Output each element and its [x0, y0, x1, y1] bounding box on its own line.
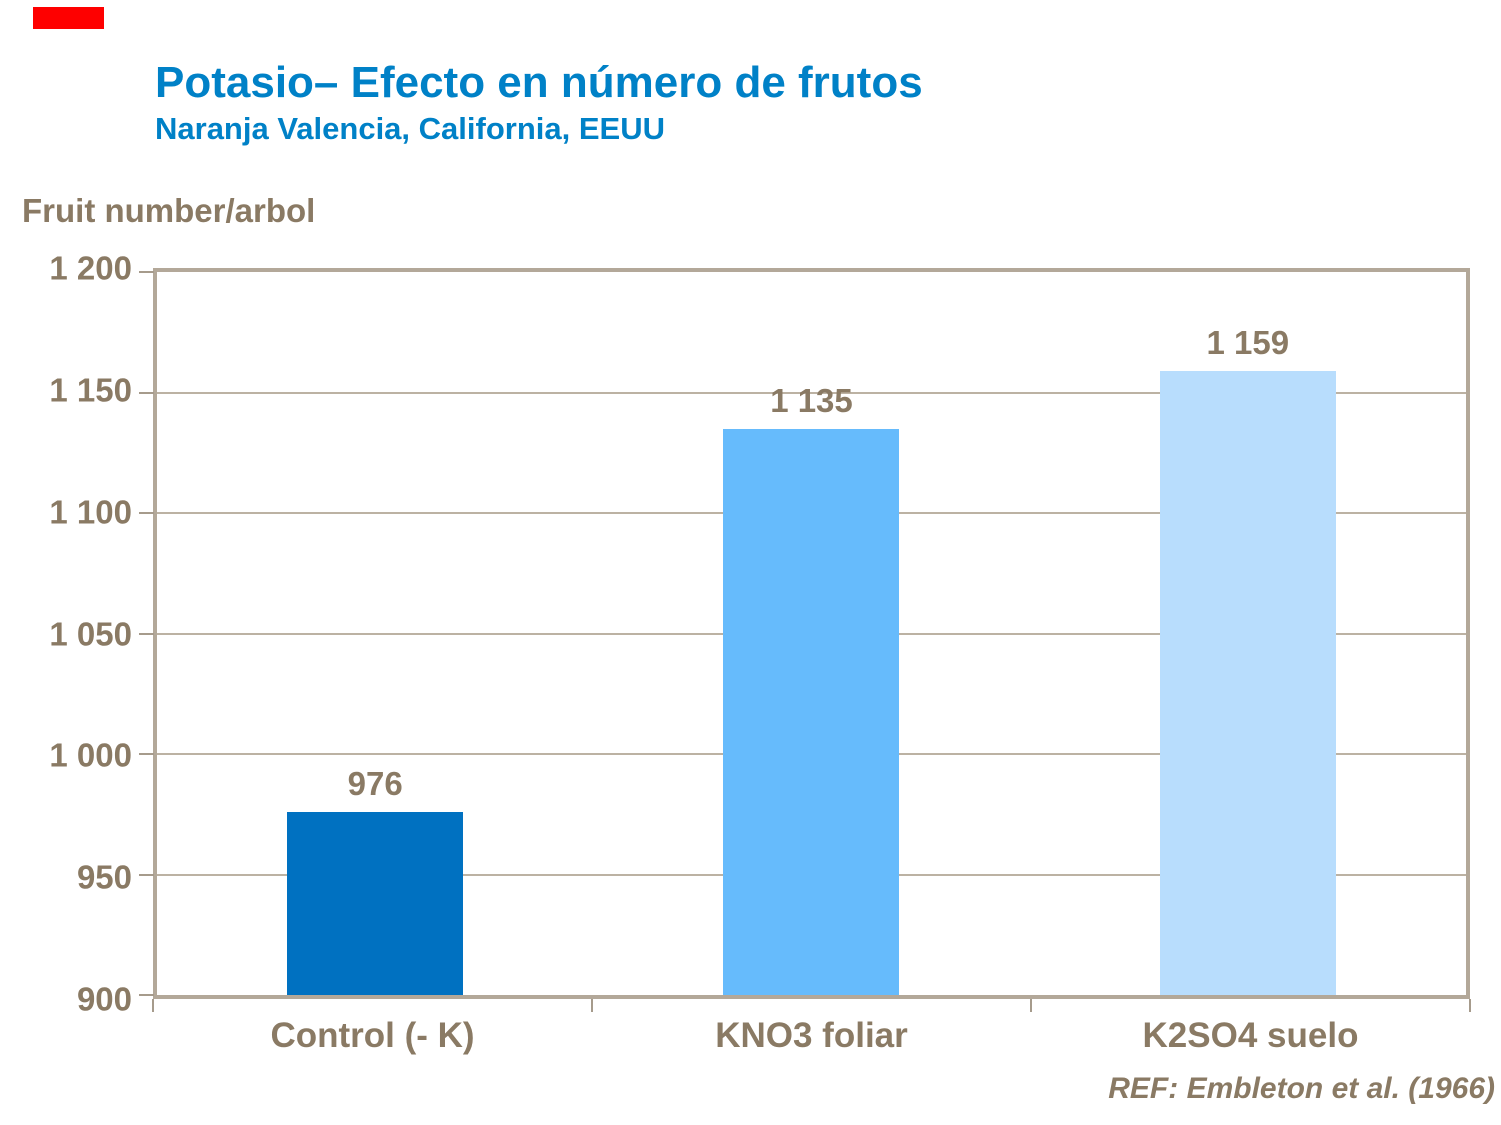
bar-cell: 976: [157, 272, 593, 995]
y-tick-label: 1 050: [49, 615, 132, 652]
bar-value-label: 976: [347, 764, 403, 802]
y-tick-label: 1 200: [49, 249, 132, 287]
x-tick-mark: [1030, 999, 1032, 1012]
x-category-label: Control (- K): [270, 1016, 475, 1055]
x-tick-mark: [152, 999, 154, 1012]
y-tick-mark: [139, 994, 154, 996]
plot-area: 976 1 135 1 159: [139, 268, 1470, 999]
y-tick-mark: [139, 873, 154, 876]
y-tick-mark: [139, 753, 154, 755]
bar-1: [287, 811, 464, 995]
y-tick-label: 1 100: [49, 493, 132, 531]
y-tick-label: 950: [76, 858, 132, 896]
x-tick-mark: [591, 999, 593, 1012]
y-tick-mark: [139, 271, 154, 273]
y-tick-label: 1 000: [49, 736, 132, 774]
y-tick-mark: [139, 632, 154, 635]
bar-2: [723, 428, 900, 995]
y-tick-mark: [139, 391, 154, 394]
bar-value-label: 1 135: [770, 381, 853, 419]
bar-cell: 1 159: [1030, 272, 1466, 995]
x-axis-labels: Control (- K) KNO3 foliar K2SO4 suelo: [153, 1016, 1470, 1056]
y-axis: 900 950 1 000 1 050 1 100 1 150 1 200: [0, 252, 132, 1016]
chart-title: Potasio– Efecto en número de frutos: [155, 58, 923, 107]
x-category-label: K2SO4 suelo: [1142, 1016, 1359, 1055]
x-tick-mark: [1469, 999, 1471, 1012]
bar-3: [1159, 370, 1336, 995]
y-tick-label: 900: [76, 980, 132, 1018]
y-axis-title: Fruit number/arbol: [22, 192, 316, 229]
chart-subtitle: Naranja Valencia, California, EEUU: [155, 111, 665, 146]
gridline: [157, 391, 1466, 394]
y-tick-label: 1 150: [49, 371, 132, 409]
x-category-label: KNO3 foliar: [715, 1016, 908, 1055]
bar-value-label: 1 159: [1206, 323, 1290, 361]
reference-text: REF: Embleton et al. (1966): [1108, 1072, 1495, 1105]
x-axis-ticks: [152, 999, 1471, 1012]
y-tick-mark: [139, 512, 154, 514]
red-flag-accent: [33, 7, 104, 29]
bars: 976 1 135 1 159: [157, 272, 1466, 995]
bar-cell: 1 135: [593, 272, 1029, 995]
